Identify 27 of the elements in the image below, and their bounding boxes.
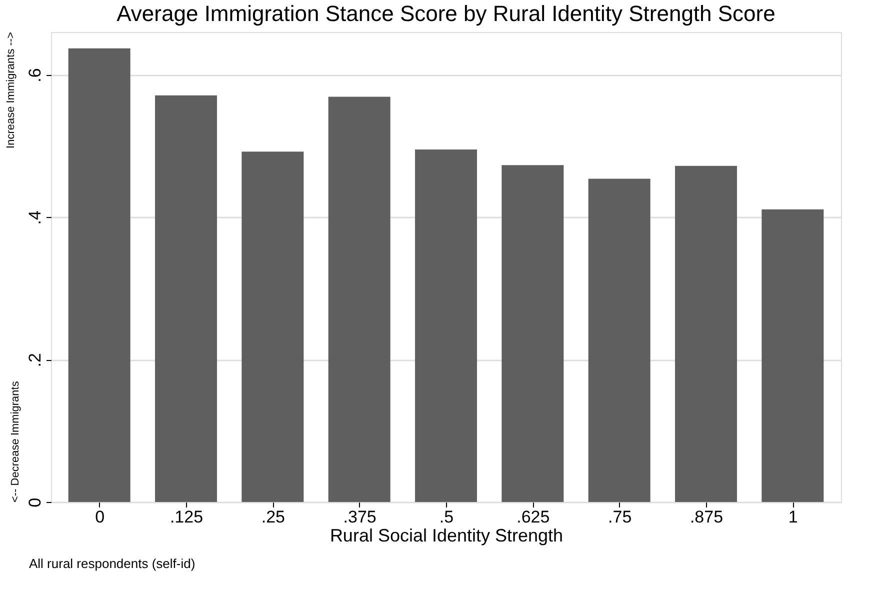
x-tick-label: .125 <box>170 508 204 526</box>
bar <box>675 166 737 502</box>
x-tick-label: .375 <box>343 508 376 526</box>
x-tick-label: .25 <box>261 508 285 526</box>
bar <box>242 152 304 502</box>
x-tick-label: .5 <box>439 508 454 526</box>
y-tick-label: 0 <box>26 498 44 508</box>
y-tick-label: .6 <box>26 68 44 82</box>
x-tick-label: .625 <box>516 508 550 526</box>
x-tick-label: 1 <box>788 508 798 526</box>
x-tick-label: .875 <box>690 508 724 526</box>
x-axis-title: Rural Social Identity Strength <box>330 526 564 546</box>
y-axis-title: <-- Decrease Immigrants <box>10 380 22 502</box>
bar <box>502 165 564 502</box>
text: Increase Immigrants --> <box>5 32 17 148</box>
chart-title: Average Immigration Stance Score by Rural Identity Strength Score <box>116 1 776 26</box>
y-tick-label: .4 <box>26 210 44 225</box>
x-tick-label: .75 <box>608 508 632 526</box>
x-tick-label: 0 <box>95 508 105 526</box>
bar <box>68 48 130 502</box>
bar <box>328 96 390 502</box>
bar <box>155 95 217 502</box>
bar <box>415 150 477 502</box>
y-tick-label: .2 <box>26 352 44 368</box>
bar <box>762 209 824 502</box>
bar <box>588 178 650 502</box>
text: All rural respondents (self-id) <box>29 556 196 571</box>
